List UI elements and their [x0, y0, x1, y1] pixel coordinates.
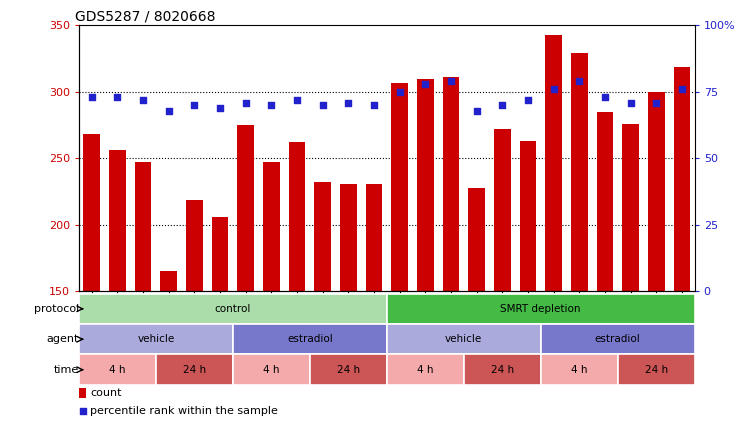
Bar: [186, 200, 203, 291]
Bar: [83, 135, 100, 291]
Text: 4 h: 4 h: [417, 365, 433, 375]
Text: agent: agent: [47, 334, 79, 344]
Text: 24 h: 24 h: [644, 365, 668, 375]
Bar: [648, 92, 665, 291]
Bar: [622, 124, 639, 291]
Point: [496, 102, 508, 109]
Point: [240, 99, 252, 106]
Bar: [494, 129, 511, 291]
Text: estradiol: estradiol: [287, 334, 333, 344]
Point: [163, 107, 175, 114]
Point: [650, 99, 662, 106]
Bar: [464, 354, 541, 385]
Bar: [617, 354, 695, 385]
Point: [394, 88, 406, 95]
Bar: [288, 143, 306, 291]
Bar: [541, 324, 695, 354]
Text: count: count: [90, 388, 122, 398]
Bar: [520, 141, 536, 291]
Text: SMRT depletion: SMRT depletion: [500, 304, 581, 314]
Bar: [160, 272, 177, 291]
Point: [573, 78, 585, 85]
Bar: [134, 162, 152, 291]
Point: [676, 86, 688, 93]
Text: 24 h: 24 h: [490, 365, 514, 375]
Bar: [212, 217, 228, 291]
Bar: [366, 184, 382, 291]
Text: percentile rank within the sample: percentile rank within the sample: [90, 407, 278, 416]
Point: [86, 94, 98, 101]
Point: [342, 99, 354, 106]
Text: control: control: [215, 304, 251, 314]
Bar: [545, 35, 562, 291]
Bar: [79, 324, 233, 354]
Bar: [340, 184, 357, 291]
Text: vehicle: vehicle: [445, 334, 482, 344]
Bar: [387, 354, 464, 385]
Point: [265, 102, 277, 109]
Point: [291, 96, 303, 103]
Point: [214, 104, 226, 111]
Point: [445, 78, 457, 85]
Bar: [79, 294, 387, 324]
Bar: [391, 82, 408, 291]
Point: [625, 99, 637, 106]
Point: [547, 86, 559, 93]
Bar: [468, 188, 485, 291]
Point: [137, 96, 149, 103]
Point: [419, 80, 431, 87]
Bar: [442, 77, 460, 291]
Point: [522, 96, 534, 103]
Point: [111, 94, 123, 101]
Text: vehicle: vehicle: [137, 334, 174, 344]
Bar: [109, 151, 125, 291]
Bar: [596, 112, 614, 291]
Bar: [156, 354, 233, 385]
Bar: [387, 294, 695, 324]
Text: estradiol: estradiol: [595, 334, 641, 344]
Bar: [233, 354, 310, 385]
Point: [599, 94, 611, 101]
Point: [471, 107, 483, 114]
Bar: [79, 354, 156, 385]
Bar: [387, 324, 541, 354]
Text: GDS5287 / 8020668: GDS5287 / 8020668: [75, 9, 216, 23]
Text: 24 h: 24 h: [336, 365, 360, 375]
Point: [189, 102, 201, 109]
Text: 4 h: 4 h: [109, 365, 125, 375]
Text: protocol: protocol: [34, 304, 79, 314]
Bar: [571, 53, 587, 291]
Bar: [417, 79, 433, 291]
Point: [77, 408, 89, 415]
Bar: [541, 354, 617, 385]
Bar: [314, 182, 331, 291]
Bar: [310, 354, 387, 385]
Text: 24 h: 24 h: [182, 365, 206, 375]
Bar: [263, 162, 279, 291]
Point: [368, 102, 380, 109]
Text: 4 h: 4 h: [263, 365, 279, 375]
Bar: [674, 66, 690, 291]
Text: 4 h: 4 h: [571, 365, 587, 375]
Bar: [233, 324, 387, 354]
Bar: [79, 388, 86, 398]
Bar: [237, 125, 254, 291]
Point: [317, 102, 329, 109]
Text: time: time: [53, 365, 79, 375]
